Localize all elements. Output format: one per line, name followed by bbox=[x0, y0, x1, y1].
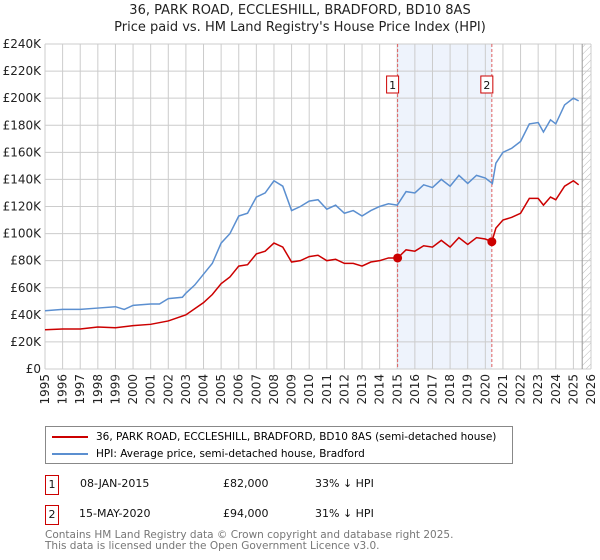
x-tick-label: 2015 bbox=[390, 374, 404, 405]
y-tick-label: £160K bbox=[3, 145, 43, 159]
x-tick-label: 2012 bbox=[337, 374, 351, 405]
x-tick-label: 2011 bbox=[320, 374, 334, 405]
x-tick-label: 2020 bbox=[478, 374, 492, 405]
transaction-price: £82,000 bbox=[223, 477, 269, 490]
series-line-hpi bbox=[44, 97, 580, 312]
x-tick-label: 2026 bbox=[584, 374, 598, 405]
transaction-date: 08-JAN-2015 bbox=[80, 477, 150, 490]
transaction-label-box bbox=[386, 75, 400, 94]
x-tick-label: 2023 bbox=[531, 374, 545, 405]
x-tick-label: 2025 bbox=[566, 374, 580, 405]
x-tick-label: 2018 bbox=[443, 374, 457, 405]
footer-line: This data is licensed under the Open Gov… bbox=[45, 540, 380, 552]
transaction-marker: 2 bbox=[45, 505, 59, 525]
series-line-property bbox=[44, 179, 580, 331]
y-tick-label: £20K bbox=[10, 335, 42, 349]
legend-swatch-red bbox=[52, 436, 88, 438]
x-tick-label: 2024 bbox=[549, 374, 563, 405]
y-tick-label: £140K bbox=[3, 172, 43, 186]
legend: 36, PARK ROAD, ECCLESHILL, BRADFORD, BD1… bbox=[45, 426, 513, 464]
y-tick-label: £180K bbox=[3, 118, 43, 132]
x-tick-label: 1999 bbox=[108, 374, 122, 405]
x-tick-label: 1996 bbox=[56, 374, 70, 405]
price-chart: £0 £20K £40K £60K £80K £100K £120K £140K £160K £1… bbox=[3, 37, 598, 405]
x-tick-label: 2005 bbox=[214, 374, 228, 405]
footer: Contains HM Land Registry data © Crown c… bbox=[45, 530, 453, 552]
x-tick-label: 1995 bbox=[38, 374, 52, 405]
transaction-label: 2 bbox=[483, 79, 490, 92]
transaction-price: £94,000 bbox=[223, 507, 269, 520]
footer-line: Contains HM Land Registry data © Crown c… bbox=[45, 529, 454, 541]
legend-label: 36, PARK ROAD, ECCLESHILL, BRADFORD, BD1… bbox=[96, 431, 497, 443]
y-tick-label: £220K bbox=[3, 64, 43, 78]
x-tick-label: 2013 bbox=[355, 374, 369, 405]
legend-label: HPI: Average price, semi-detached house,… bbox=[96, 448, 365, 460]
x-tick-label: 2019 bbox=[461, 374, 475, 405]
y-tick-label: £60K bbox=[10, 281, 42, 295]
x-tick-label: 2016 bbox=[408, 374, 422, 405]
x-tick-label: 2004 bbox=[197, 374, 211, 405]
x-tick-label: 2014 bbox=[373, 374, 387, 405]
transaction-label: 1 bbox=[389, 79, 396, 92]
transaction-date: 15-MAY-2020 bbox=[79, 507, 151, 520]
y-tick-label: £120K bbox=[3, 200, 43, 214]
transaction-marker: 1 bbox=[45, 475, 59, 495]
x-tick-label: 2021 bbox=[496, 374, 510, 405]
x-tick-label: 2022 bbox=[514, 374, 528, 405]
x-tick-label: 2006 bbox=[232, 374, 246, 405]
x-tick-label: 2009 bbox=[285, 374, 299, 405]
x-tick-label: 2007 bbox=[249, 374, 263, 405]
chart-title: 36, PARK ROAD, ECCLESHILL, BRADFORD, BD1… bbox=[129, 3, 471, 18]
x-tick-label: 1998 bbox=[91, 374, 105, 405]
transaction-label-box bbox=[480, 75, 494, 94]
legend-item-hpi: HPI: Average price, semi-detached house,… bbox=[52, 448, 365, 460]
x-tick-label: 2001 bbox=[144, 374, 158, 405]
x-tick-label: 2017 bbox=[425, 374, 439, 405]
transaction-point bbox=[393, 253, 403, 263]
y-tick-label: £100K bbox=[3, 227, 43, 241]
x-tick-label: 2002 bbox=[161, 374, 175, 405]
x-tick-label: 2008 bbox=[267, 374, 281, 405]
y-tick-label: £240K bbox=[3, 37, 43, 51]
chart-subtitle: Price paid vs. HM Land Registry's House … bbox=[114, 20, 486, 35]
legend-item-property: 36, PARK ROAD, ECCLESHILL, BRADFORD, BD1… bbox=[52, 431, 496, 443]
x-tick-label: 2003 bbox=[179, 374, 193, 405]
y-tick-label: £0 bbox=[26, 362, 41, 376]
transaction-hpi: 31% ↓ HPI bbox=[315, 507, 374, 520]
x-tick-label: 1997 bbox=[73, 374, 87, 405]
legend-swatch-blue bbox=[52, 453, 88, 455]
x-tick-label: 2010 bbox=[302, 374, 316, 405]
x-tick-label: 2000 bbox=[126, 374, 140, 405]
transaction-point bbox=[487, 237, 497, 247]
y-tick-label: £80K bbox=[10, 254, 42, 268]
y-tick-label: £40K bbox=[10, 308, 42, 322]
transaction-hpi: 33% ↓ HPI bbox=[315, 477, 374, 490]
y-tick-label: £200K bbox=[3, 91, 43, 105]
